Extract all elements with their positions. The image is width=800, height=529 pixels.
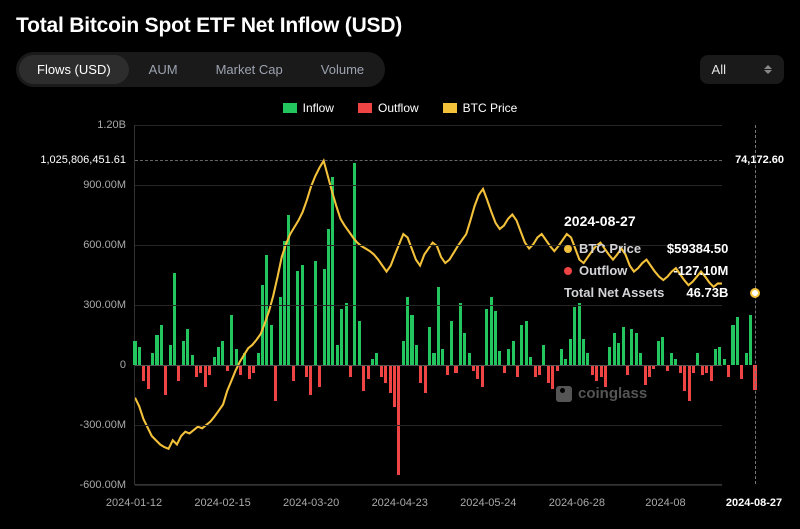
x-axis-label: 2024-05-24 (460, 497, 516, 509)
y-axis-label: -600.00M (16, 479, 126, 491)
inflow-bar (731, 325, 734, 365)
x-axis-label: 2024-03-20 (283, 497, 339, 509)
y-axis-right-label: 74,172.60 (735, 154, 784, 166)
x-axis-label: 2024-02-15 (194, 497, 250, 509)
inflow-bar (723, 359, 726, 365)
crosshair-line (755, 125, 756, 484)
y-axis-label: 300.00M (16, 299, 126, 311)
coinglass-logo-icon (556, 386, 572, 402)
page-title: Total Bitcoin Spot ETF Net Inflow (USD) (16, 14, 784, 38)
y-axis-label: 600.00M (16, 239, 126, 251)
tab-market-cap[interactable]: Market Cap (198, 55, 301, 84)
tab-flows-usd-[interactable]: Flows (USD) (19, 55, 129, 84)
x-axis-label: 2024-08 (645, 497, 685, 509)
chart-legend: Inflow Outflow BTC Price (16, 101, 784, 115)
tooltip-row: Total Net Assets46.73B (564, 282, 728, 304)
chart-tooltip: 2024-08-27 BTC Price$59384.50Outflow-127.… (564, 210, 728, 304)
legend-item: Outflow (358, 101, 419, 115)
x-axis-label: 2024-08-27 (726, 497, 782, 509)
y-axis-highlight-label: 1,025,806,451.61 (16, 154, 126, 166)
inflow-bar (745, 353, 748, 365)
legend-item: Inflow (283, 101, 334, 115)
outflow-bar (727, 365, 730, 377)
x-axis-label: 2024-04-23 (372, 497, 428, 509)
y-axis-label: -300.00M (16, 419, 126, 431)
watermark: coinglass (556, 385, 647, 402)
price-marker (750, 288, 760, 298)
chevron-sort-icon (764, 65, 772, 74)
y-axis-label: 900.00M (16, 179, 126, 191)
controls-row: Flows (USD)AUMMarket CapVolume All (16, 52, 784, 87)
tooltip-date: 2024-08-27 (564, 210, 728, 234)
y-axis-label: 1.20B (16, 119, 126, 131)
x-axis-label: 2024-06-28 (549, 497, 605, 509)
chart: -600.00M-300.00M0300.00M600.00M900.00M1.… (16, 125, 784, 515)
range-dropdown-label: All (712, 62, 726, 77)
metric-tabs: Flows (USD)AUMMarket CapVolume (16, 52, 385, 87)
outflow-bar (740, 365, 743, 379)
tooltip-row: Outflow-127.10M (564, 260, 728, 282)
legend-item: BTC Price (443, 101, 518, 115)
tab-volume[interactable]: Volume (303, 55, 382, 84)
tooltip-row: BTC Price$59384.50 (564, 238, 728, 260)
x-axis-label: 2024-01-12 (106, 497, 162, 509)
y-axis-label: 0 (16, 359, 126, 371)
tab-aum[interactable]: AUM (131, 55, 196, 84)
inflow-bar (749, 315, 752, 365)
range-dropdown[interactable]: All (700, 55, 784, 84)
inflow-bar (736, 317, 739, 365)
